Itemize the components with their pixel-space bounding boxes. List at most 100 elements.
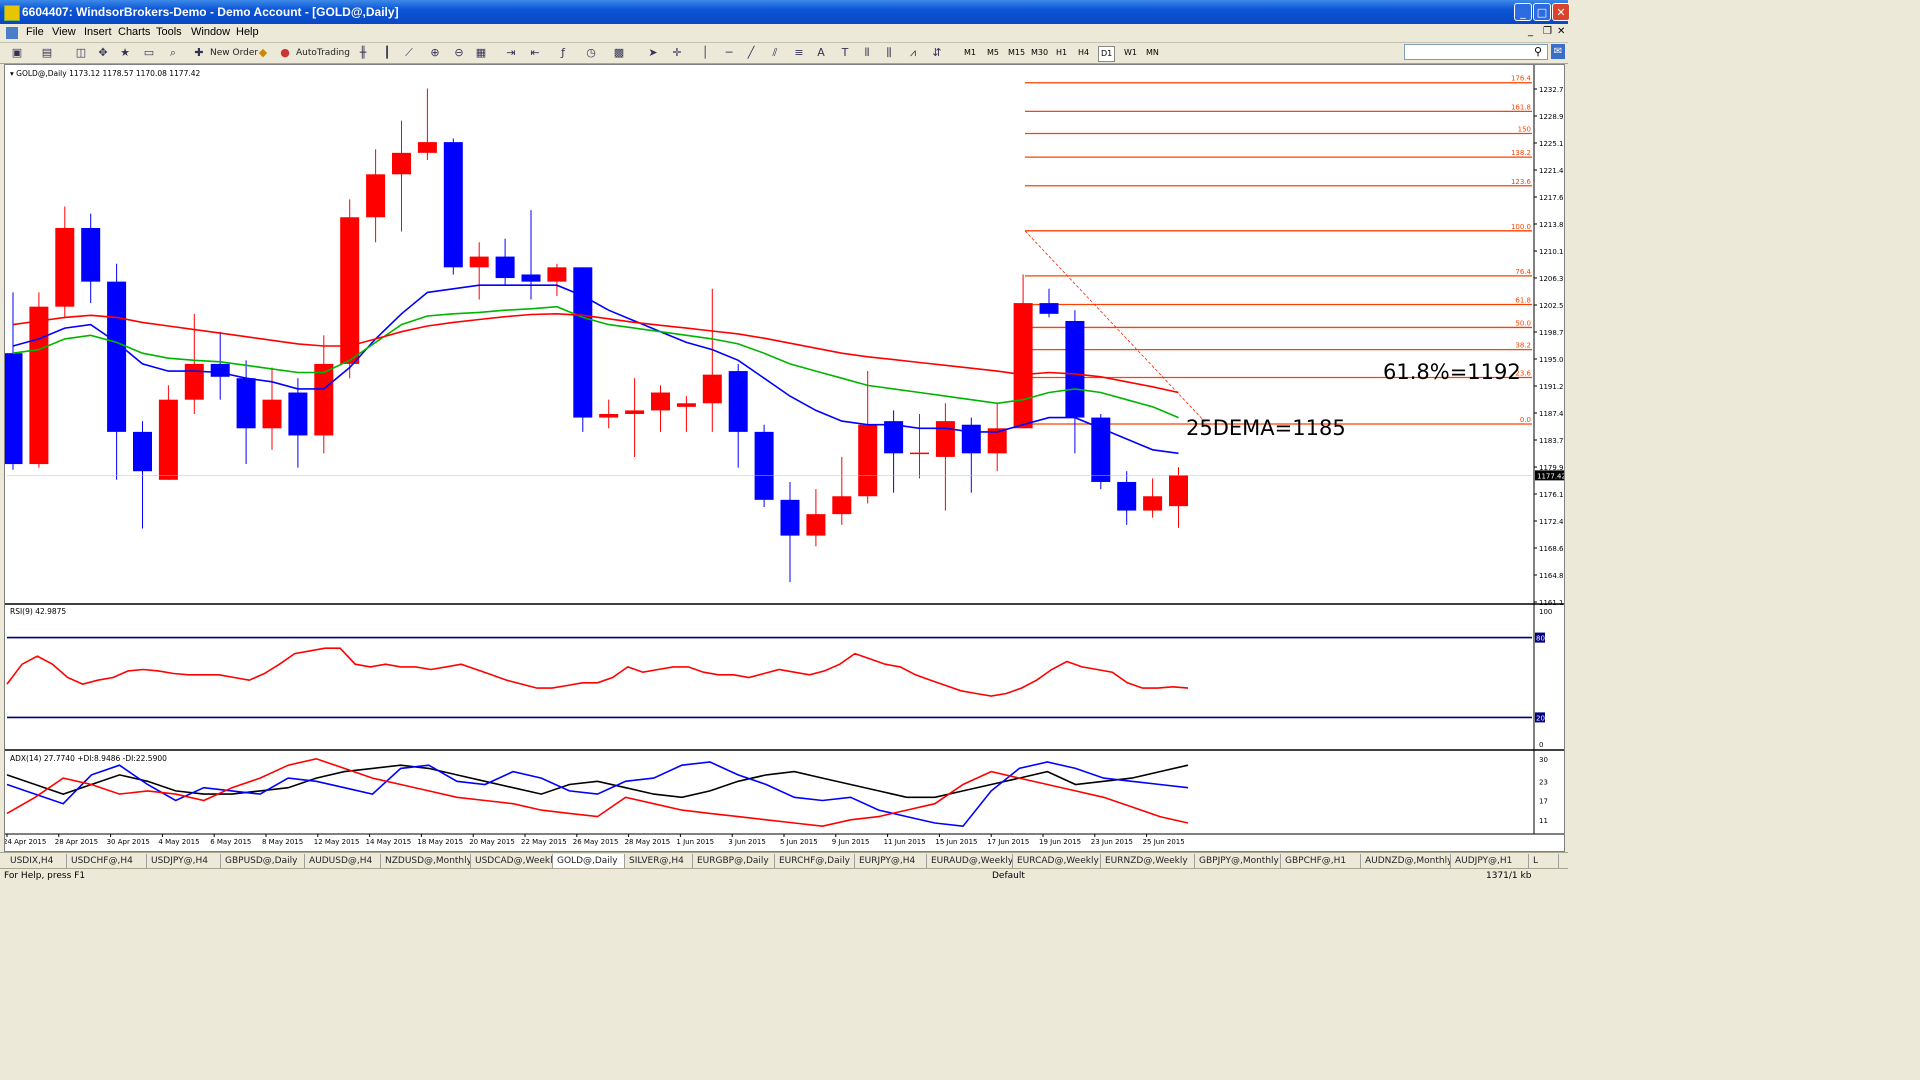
arrows-icon[interactable]: ⇵ (932, 46, 942, 59)
timeframe-mn[interactable]: MN (1146, 48, 1159, 57)
terminal-icon[interactable]: ▭ (143, 46, 155, 59)
chart-tab[interactable]: GBPUSD@,Daily (221, 854, 305, 868)
new-chart-icon[interactable]: ▣ (11, 46, 23, 59)
search-input[interactable] (1404, 44, 1548, 60)
child-close-icon[interactable]: ✕ (1557, 26, 1566, 37)
candle (676, 396, 696, 432)
chart-tab[interactable]: GOLD@,Daily (553, 854, 625, 868)
chart-tab[interactable]: AUDNZD@,Monthly (1361, 854, 1451, 868)
y-tick-label: 1179.90 (1539, 464, 1564, 472)
menu-view[interactable]: View (52, 26, 76, 38)
candle (780, 481, 800, 583)
candle (987, 403, 1007, 472)
horizontal-line-icon[interactable]: ─ (725, 46, 733, 59)
chart-tab[interactable]: AUDJPY@,H1 (1451, 854, 1529, 868)
expert-advisors-icon[interactable]: ◆ (258, 46, 268, 59)
menu-help[interactable]: Help (236, 26, 259, 38)
chart-tab[interactable]: AUDUSD@,H4 (305, 854, 381, 868)
candle-body (676, 403, 696, 407)
timeframe-m5[interactable]: M5 (987, 48, 999, 57)
text-label-icon[interactable]: T (841, 46, 849, 59)
navigator-icon[interactable]: ★ (120, 46, 130, 59)
status-profile: Default (992, 871, 1025, 881)
vertical-line-icon[interactable]: │ (701, 46, 709, 59)
chart-tab[interactable]: EURCHF@,Daily (775, 854, 855, 868)
candle (133, 421, 152, 529)
autotrading-button[interactable]: AutoTrading (296, 48, 350, 58)
auto-scroll-icon[interactable]: ⇥ (506, 46, 516, 59)
candle (443, 138, 463, 275)
timeframe-m1[interactable]: M1 (964, 48, 976, 57)
child-minimize-icon[interactable]: _ (1528, 26, 1533, 37)
timeframe-d1[interactable]: D1 (1098, 46, 1116, 62)
zoom-in-icon[interactable]: ⊕ (430, 46, 440, 59)
chart-tab[interactable]: EURCAD@,Weekly (1013, 854, 1101, 868)
window-title: 6604407: WindsorBrokers-Demo - Demo Acco… (22, 5, 399, 19)
templates-icon[interactable]: ▩ (613, 46, 625, 59)
chart-tab[interactable]: EURGBP@,Daily (693, 854, 775, 868)
chart-tab[interactable]: L (1529, 854, 1559, 868)
profiles-icon[interactable]: ▤ (41, 46, 53, 59)
zoom-out-icon[interactable]: ⊖ (454, 46, 464, 59)
timeframe-h1[interactable]: H1 (1056, 48, 1068, 57)
child-window-icon[interactable] (6, 27, 18, 39)
text-icon[interactable]: A (817, 46, 825, 59)
data-window-icon[interactable]: ✥ (98, 46, 108, 59)
menu-insert[interactable]: Insert (84, 26, 112, 38)
fibo-fan-icon[interactable]: ⩘ (909, 46, 917, 59)
chart-tab[interactable]: USDCHF@,H4 (67, 854, 147, 868)
trendline-icon[interactable]: ╱ (747, 46, 755, 59)
new-order-icon[interactable]: ✚ (194, 46, 204, 59)
market-watch-icon[interactable]: ◫ (75, 46, 87, 59)
candle-body (521, 274, 541, 282)
new-order-button[interactable]: New Order (210, 48, 259, 58)
candle-body (443, 142, 463, 268)
equidistant-channel-icon[interactable]: ⫽ (772, 46, 778, 59)
cursor-icon[interactable]: ➤ (648, 46, 658, 59)
minimize-button[interactable]: _ (1514, 3, 1532, 21)
child-restore-icon[interactable]: ❐ (1543, 26, 1552, 37)
fib-level-label: 150 (1518, 126, 1531, 134)
autotrading-icon[interactable]: ● (280, 46, 290, 59)
crosshair-icon[interactable]: ✛ (672, 46, 682, 59)
chart-tab[interactable]: EURJPY@,H4 (855, 854, 927, 868)
status-traffic: 1371/1 kb (1486, 871, 1532, 881)
search-icon[interactable]: ⚲ (1534, 45, 1543, 58)
menu-window[interactable]: Window (191, 26, 231, 38)
chart-tab[interactable]: EURAUD@,Weekly (927, 854, 1013, 868)
chart-tab[interactable]: GBPCHF@,H1 (1281, 854, 1361, 868)
chart-shift-icon[interactable]: ⇤ (530, 46, 540, 59)
fibo-channel-icon[interactable]: ⫼ (886, 46, 892, 59)
chart-window[interactable]: 176.4 161.8 150 138.2 123.6 100.0 76.4 61.8 50.0… (3, 64, 1568, 852)
community-icon[interactable]: ✉ (1551, 44, 1565, 59)
close-button[interactable]: ✕ (1552, 3, 1570, 21)
maximize-button[interactable]: □ (1533, 3, 1551, 21)
chart-tab[interactable]: USDIX,H4 (6, 854, 67, 868)
timeframe-m15[interactable]: M15 (1008, 48, 1026, 57)
tile-windows-icon[interactable]: ▦ (475, 46, 487, 59)
bar-chart-icon[interactable]: ╫ (359, 46, 367, 59)
chart-canvas[interactable]: 176.4 161.8 150 138.2 123.6 100.0 76.4 61.8 50.0… (3, 65, 1568, 851)
chart-tab[interactable]: NZDUSD@,Monthly (381, 854, 471, 868)
gann-icon[interactable]: ⦀ (864, 46, 870, 59)
chart-tab[interactable]: GBPJPY@,Monthly (1195, 854, 1281, 868)
chart-tab[interactable]: EURNZD@,Weekly (1101, 854, 1195, 868)
candlestick-icon[interactable]: ┃ (383, 46, 391, 59)
timeframe-h4[interactable]: H4 (1078, 48, 1090, 57)
timeframe-m30[interactable]: M30 (1031, 48, 1049, 57)
fibonacci-icon[interactable]: ≡ (794, 46, 804, 59)
chart-tab[interactable]: USDJPY@,H4 (147, 854, 221, 868)
chart-tab[interactable]: USDCAD@,Weekly (471, 854, 553, 868)
indicators-icon[interactable]: ƒ (561, 46, 565, 59)
timeframe-w1[interactable]: W1 (1124, 48, 1137, 57)
menu-charts[interactable]: Charts (118, 26, 151, 38)
line-chart-icon[interactable]: ⟋ (405, 46, 413, 59)
adx-pane: ADX(14) 27.7740 +DI:8.9486 -DI:22.5900 30… (6, 754, 1548, 828)
menu-tools[interactable]: Tools (156, 26, 182, 38)
x-tick-label: 22 May 2015 (521, 838, 567, 846)
chart-tab[interactable]: SILVER@,H4 (625, 854, 693, 868)
periods-icon[interactable]: ◷ (586, 46, 596, 59)
candle-body (961, 424, 981, 454)
tester-icon[interactable]: ⌕ (169, 46, 177, 59)
menu-file[interactable]: File (26, 26, 44, 38)
